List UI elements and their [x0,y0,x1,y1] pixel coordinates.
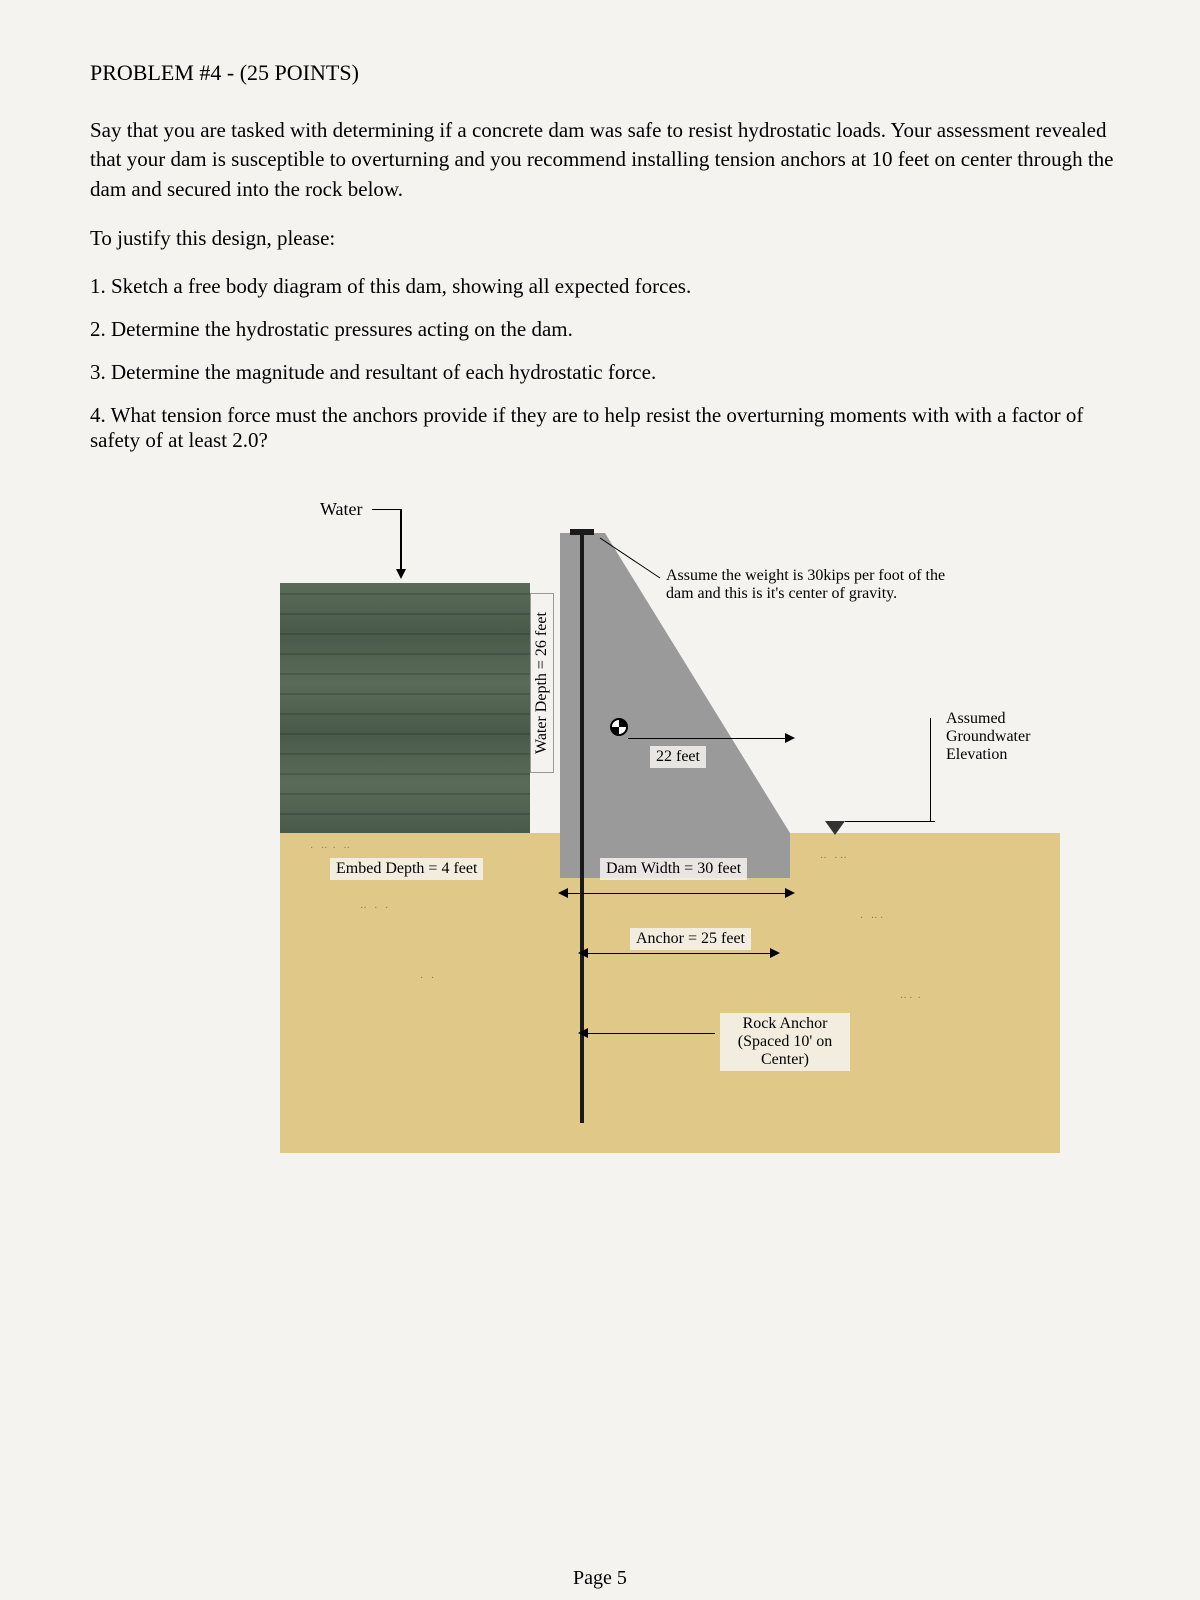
rock-anchor-leader [585,1033,715,1035]
water-arrow-vert [400,509,402,571]
ground-texture: · · [420,973,434,984]
water-block [280,583,530,833]
task-3: 3. Determine the magnitude and resultant… [90,360,1120,385]
anchor-length-label: Anchor = 25 feet [630,928,751,950]
water-arrow-head [396,569,406,579]
embed-depth-label: Embed Depth = 4 feet [330,858,483,880]
groundwater-marker [825,821,845,835]
water-label: Water [320,499,363,520]
ground-texture: ·· · · [360,903,388,914]
groundwater-label: Assumed Groundwater Elevation [940,708,1060,766]
weight-note: Assume the weight is 30kips per foot of … [660,565,970,605]
ground-texture: ·· · · [900,993,921,1004]
ground-block [280,833,1060,1153]
cog-arrow-line [628,738,788,740]
dam-width-arrow-l [558,888,568,898]
problem-title: PROBLEM #4 - (25 POINTS) [90,60,1120,86]
water-arrow-horiz [372,509,402,511]
water-depth-label: Water Depth = 26 feet [530,593,554,773]
justify-lead: To justify this design, please: [90,224,1120,253]
anchor-arrow-l [578,948,588,958]
dam-width-arrow [565,893,790,895]
anchor-arrow-line [585,953,775,955]
page-number: Page 5 [573,1567,627,1590]
problem-intro: Say that you are tasked with determining… [90,116,1120,204]
cog-marker [610,718,628,736]
dam-diagram: Water Water Depth = 26 feet Assume the w… [280,493,1060,1193]
anchor-arrow-r [770,948,780,958]
rock-anchor-arrow [578,1028,588,1038]
task-4: 4. What tension force must the anchors p… [90,403,1120,453]
task-1: 1. Sketch a free body diagram of this da… [90,274,1120,299]
task-2: 2. Determine the hydrostatic pressures a… [90,317,1120,342]
rock-anchor-label: Rock Anchor (Spaced 10' on Center) [720,1013,850,1071]
ground-texture: · ·· · [860,913,883,924]
cog-distance-label: 22 feet [650,746,706,768]
ground-texture: ·· · ·· [820,853,847,864]
cog-arrow-head [785,733,795,743]
dam-width-label: Dam Width = 30 feet [600,858,747,880]
ground-texture: · ·· · ·· [310,843,350,854]
dam-width-arrow-r [785,888,795,898]
gw-leader [845,821,935,822]
gw-leader-vert [930,718,931,821]
